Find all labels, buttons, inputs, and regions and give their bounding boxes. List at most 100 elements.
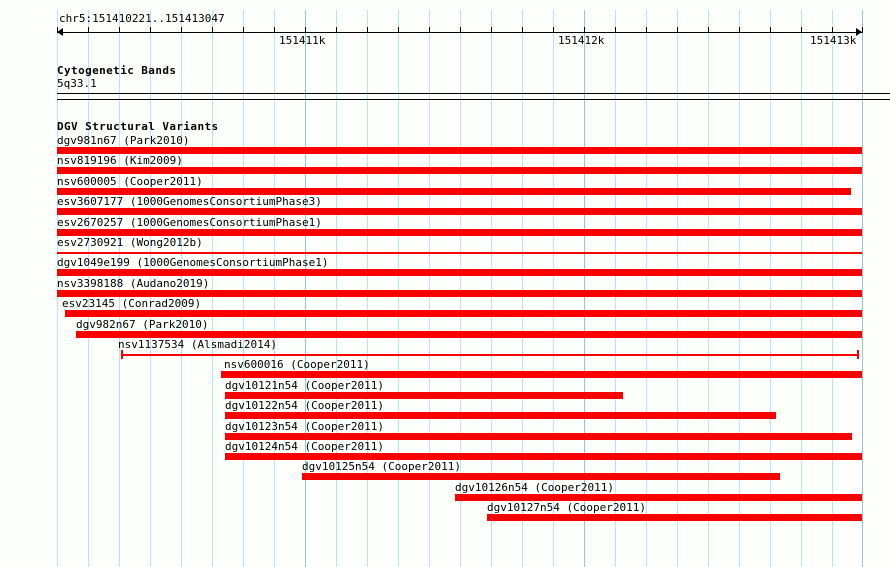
- variant-track-label: nsv1137534 (Alsmadi2014): [118, 338, 277, 351]
- ruler-tick: [801, 27, 802, 33]
- variant-bar[interactable]: [57, 228, 862, 236]
- ruler-tick: [491, 27, 492, 33]
- variant-track-label: esv3607177 (1000GenomesConsortiumPhase3): [57, 195, 322, 209]
- ruler-tick-label: 151411k: [279, 34, 326, 47]
- variant-bar[interactable]: [221, 371, 862, 379]
- variant-track-row[interactable]: dgv1049e199 (1000GenomesConsortiumPhase1…: [0, 256, 890, 277]
- ruler-tick: [57, 27, 58, 33]
- cytogenetic-band-rule-bottom: [57, 99, 890, 100]
- variant-bar[interactable]: [225, 412, 776, 420]
- ruler-tick: [522, 27, 523, 33]
- ruler-tick: [212, 27, 213, 33]
- variant-bar[interactable]: [57, 289, 862, 297]
- ruler-tick: [243, 27, 244, 33]
- variant-track-label: dgv10124n54 (Cooper2011): [225, 440, 384, 453]
- variant-track-label: dgv10125n54 (Cooper2011): [302, 460, 461, 474]
- ruler-tick: [553, 27, 554, 33]
- ruler-tick: [429, 27, 430, 33]
- variant-track-row[interactable]: dgv981n67 (Park2010): [0, 134, 890, 154]
- cytogenetic-bands-title: Cytogenetic Bands: [57, 64, 177, 77]
- ruler-track[interactable]: chr5:151410221..151413047 151411k 151412k…: [0, 0, 890, 58]
- ruler-tick: [305, 27, 306, 33]
- variant-track-row[interactable]: nsv600005 (Cooper2011): [0, 175, 890, 195]
- ruler-tick: [677, 27, 678, 33]
- ruler-axis-line: [57, 32, 862, 33]
- ruler-tick: [274, 27, 275, 33]
- ruler-tick: [615, 27, 616, 33]
- variant-track-label: dgv10122n54 (Cooper2011): [225, 399, 384, 413]
- variant-track-row[interactable]: esv2670257 (1000GenomesConsortiumPhase1): [0, 216, 890, 236]
- ruler-left-arrow-icon: [57, 28, 63, 36]
- variant-bar[interactable]: [122, 354, 858, 356]
- ruler-tick: [708, 27, 709, 33]
- variant-bar[interactable]: [57, 208, 862, 216]
- variant-track-label: dgv10123n54 (Cooper2011): [225, 419, 384, 433]
- ruler-tick: [88, 27, 89, 33]
- variant-track-label: dgv982n67 (Park2010): [76, 317, 209, 331]
- variant-bar-endcap: [121, 350, 123, 359]
- variant-track-row[interactable]: esv2730921 (Wong2012b): [0, 236, 890, 256]
- variant-track-row[interactable]: dgv982n67 (Park2010): [0, 318, 890, 338]
- ruler-tick: [150, 27, 151, 33]
- ruler-tick: [181, 27, 182, 33]
- ruler-tick: [739, 27, 740, 33]
- variant-track-row[interactable]: dgv10126n54 (Cooper2011): [0, 481, 890, 501]
- variant-track-label: nsv600005 (Cooper2011): [57, 174, 203, 188]
- ruler-tick: [770, 27, 771, 33]
- variant-bar[interactable]: [302, 473, 780, 481]
- variant-track-row[interactable]: dgv10121n54 (Cooper2011): [0, 379, 890, 399]
- variant-track-label: dgv10127n54 (Cooper2011): [487, 501, 646, 515]
- locus-coordinate-label: chr5:151410221..151413047: [59, 12, 225, 25]
- variant-bar[interactable]: [57, 187, 851, 195]
- ruler-tick-label: 151413k: [810, 34, 857, 47]
- ruler-tick: [584, 27, 585, 33]
- variant-bar[interactable]: [65, 310, 862, 318]
- variant-bar[interactable]: [57, 252, 862, 254]
- variant-bar[interactable]: [225, 432, 852, 440]
- variant-track-label: nsv600016 (Cooper2011): [224, 358, 370, 372]
- variant-track-row[interactable]: nsv819196 (Kim2009): [0, 154, 890, 175]
- variant-track-row[interactable]: nsv600016 (Cooper2011): [0, 358, 890, 379]
- variant-bar[interactable]: [487, 514, 862, 522]
- variant-bar[interactable]: [57, 269, 862, 277]
- ruler-right-arrow-icon: [856, 28, 862, 36]
- variant-bar[interactable]: [455, 493, 862, 501]
- variant-track-row[interactable]: dgv10122n54 (Cooper2011): [0, 399, 890, 420]
- ruler-tick: [336, 27, 337, 33]
- variant-bar[interactable]: [57, 167, 862, 175]
- variant-track-label: dgv981n67 (Park2010): [57, 134, 190, 147]
- variant-bar-endcap: [857, 350, 859, 359]
- variant-track-row[interactable]: esv23145 (Conrad2009): [0, 297, 890, 318]
- variant-track-label: nsv819196 (Kim2009): [57, 154, 183, 168]
- ruler-tick-label: 151412k: [558, 34, 605, 47]
- variant-track-label: dgv10121n54 (Cooper2011): [225, 378, 384, 392]
- variant-bar[interactable]: [225, 391, 623, 399]
- ruler-tick: [460, 27, 461, 33]
- variant-track-label: nsv3398188 (Audano2019): [57, 276, 210, 290]
- variant-track-label: esv2670257 (1000GenomesConsortiumPhase1): [57, 215, 322, 229]
- variant-track-row[interactable]: esv3607177 (1000GenomesConsortiumPhase3): [0, 195, 890, 216]
- ruler-tick: [832, 27, 833, 33]
- variant-track-label: esv23145 (Conrad2009): [62, 297, 202, 311]
- cytogenetic-band-label: 5q33.1: [57, 77, 97, 90]
- variant-track-label: esv2730921 (Wong2012b): [57, 236, 203, 249]
- variant-track-row[interactable]: nsv1137534 (Alsmadi2014): [0, 338, 890, 359]
- variant-track-label: dgv1049e199 (1000GenomesConsortiumPhase1…: [57, 256, 329, 270]
- ruler-tick: [646, 27, 647, 33]
- variant-bar[interactable]: [76, 330, 862, 338]
- variant-track-row[interactable]: nsv3398188 (Audano2019): [0, 277, 890, 297]
- variant-track-label: dgv10126n54 (Cooper2011): [455, 480, 614, 494]
- variant-track-row[interactable]: dgv10125n54 (Cooper2011): [0, 460, 890, 481]
- cytogenetic-band-rule-top: [57, 93, 890, 94]
- variant-track-row[interactable]: dgv10123n54 (Cooper2011): [0, 420, 890, 440]
- variant-bar[interactable]: [225, 453, 862, 460]
- ruler-tick: [119, 27, 120, 33]
- variant-track-row[interactable]: dgv10124n54 (Cooper2011): [0, 440, 890, 460]
- ruler-tick: [367, 27, 368, 33]
- variant-track-row[interactable]: dgv10127n54 (Cooper2011): [0, 501, 890, 522]
- dgv-section-title: DGV Structural Variants: [57, 120, 219, 133]
- variant-bar[interactable]: [57, 147, 862, 154]
- ruler-tick: [862, 27, 863, 33]
- ruler-tick: [398, 27, 399, 33]
